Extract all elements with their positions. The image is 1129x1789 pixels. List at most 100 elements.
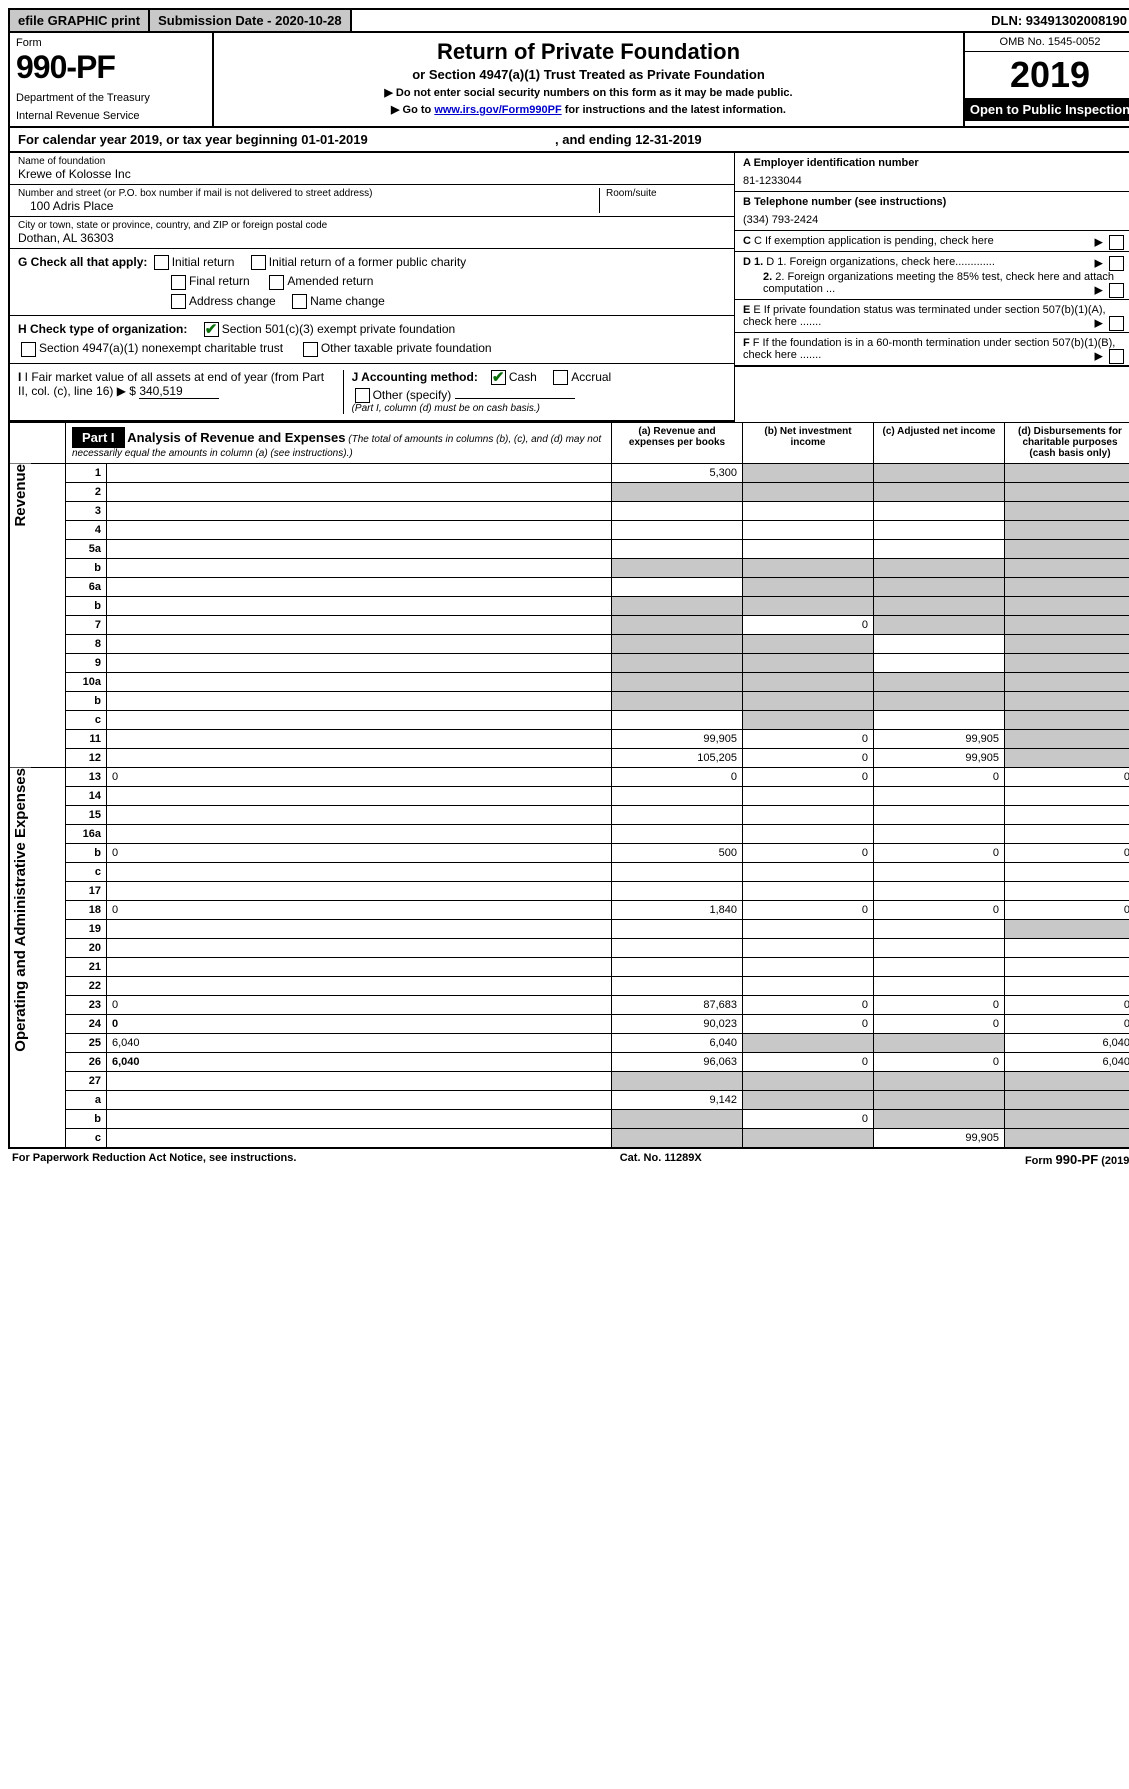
cell-col-a [612, 977, 743, 996]
cell-col-b [743, 578, 874, 597]
chk-other-taxable[interactable] [303, 342, 318, 357]
foundation-name: Krewe of Kolosse Inc [18, 167, 726, 181]
chk-cash[interactable] [491, 370, 506, 385]
cell-col-b [743, 882, 874, 901]
chk-e[interactable] [1109, 316, 1124, 331]
cell-col-a: 105,205 [612, 749, 743, 768]
line-description [107, 730, 612, 749]
cell-col-b: 0 [743, 844, 874, 863]
instruction-1: ▶ Do not enter social security numbers o… [224, 86, 953, 99]
inspection-label: Open to Public Inspection [965, 98, 1129, 121]
chk-address-change[interactable] [171, 294, 186, 309]
cell-col-b: 0 [743, 1110, 874, 1129]
cell-col-b [743, 635, 874, 654]
line-number: 16a [66, 825, 107, 844]
cell-col-b [743, 597, 874, 616]
cell-col-b [743, 673, 874, 692]
cell-col-c: 99,905 [874, 1129, 1005, 1149]
cell-col-a [612, 616, 743, 635]
line-number: 27 [66, 1072, 107, 1091]
cell-col-a: 1,840 [612, 901, 743, 920]
chk-d1[interactable] [1109, 256, 1124, 271]
cell-col-a: 87,683 [612, 996, 743, 1015]
cell-col-d: 0 [1005, 996, 1129, 1015]
cell-col-c [874, 939, 1005, 958]
line-number: 18 [66, 901, 107, 920]
cell-col-c [874, 483, 1005, 502]
cell-col-d [1005, 1110, 1129, 1129]
table-row: 1801,840000 [9, 901, 1129, 920]
line-description [107, 597, 612, 616]
cell-col-a [612, 882, 743, 901]
chk-c[interactable] [1109, 235, 1124, 250]
cell-col-d [1005, 692, 1129, 711]
chk-initial-return[interactable] [154, 255, 169, 270]
table-row: 266,04096,063006,040 [9, 1053, 1129, 1072]
chk-accrual[interactable] [553, 370, 568, 385]
line-number: 20 [66, 939, 107, 958]
chk-initial-former[interactable] [251, 255, 266, 270]
line-number: c [66, 711, 107, 730]
cell-col-b [743, 711, 874, 730]
chk-d2[interactable] [1109, 283, 1124, 298]
calendar-year-row: For calendar year 2019, or tax year begi… [8, 128, 1129, 153]
cell-col-c [874, 673, 1005, 692]
cell-col-c: 0 [874, 996, 1005, 1015]
table-row: 10a [9, 673, 1129, 692]
part-1-label: Part I [72, 427, 125, 448]
cell-col-b [743, 521, 874, 540]
dept-line-1: Department of the Treasury [16, 92, 206, 104]
line-description [107, 673, 612, 692]
cell-col-c: 0 [874, 844, 1005, 863]
cell-col-c [874, 521, 1005, 540]
cell-col-a [612, 597, 743, 616]
line-description [107, 958, 612, 977]
line-description: 6,040 [107, 1053, 612, 1072]
analysis-table: Part I Analysis of Revenue and Expenses … [8, 422, 1129, 1149]
cell-col-a [612, 654, 743, 673]
cell-col-d [1005, 654, 1129, 673]
col-c-header: (c) Adjusted net income [874, 423, 1005, 464]
cell-col-c [874, 616, 1005, 635]
chk-501c3[interactable] [204, 322, 219, 337]
cell-col-a [612, 483, 743, 502]
c-row: C C If exemption application is pending,… [735, 231, 1129, 252]
street-address: 100 Adris Place [18, 199, 599, 213]
address-row: Number and street (or P.O. box number if… [10, 185, 734, 217]
chk-amended-return[interactable] [269, 275, 284, 290]
table-row: b [9, 692, 1129, 711]
cell-col-a: 5,300 [612, 464, 743, 483]
table-row: 1199,905099,905 [9, 730, 1129, 749]
line-number: 7 [66, 616, 107, 635]
cell-col-d [1005, 730, 1129, 749]
line-description [107, 1091, 612, 1110]
line-description [107, 654, 612, 673]
phone-value: (334) 793-2424 [743, 214, 1127, 226]
cell-col-a [612, 958, 743, 977]
line-number: 19 [66, 920, 107, 939]
cell-col-b [743, 1034, 874, 1053]
cell-col-c [874, 1110, 1005, 1129]
table-row: 21 [9, 958, 1129, 977]
chk-other-method[interactable] [355, 388, 370, 403]
chk-final-return[interactable] [171, 275, 186, 290]
chk-4947a1[interactable] [21, 342, 36, 357]
submission-date: Submission Date - 2020-10-28 [150, 10, 352, 31]
cell-col-d [1005, 635, 1129, 654]
cell-col-c [874, 806, 1005, 825]
table-row: Operating and Administrative Expenses130… [9, 768, 1129, 787]
line-number: b [66, 597, 107, 616]
org-info-grid: Name of foundation Krewe of Kolosse Inc … [8, 153, 1129, 422]
fmv-value: 340,519 [139, 384, 219, 399]
footer-right: Form 990-PF (2019) [1025, 1152, 1129, 1167]
cell-col-b [743, 692, 874, 711]
irs-link[interactable]: www.irs.gov/Form990PF [434, 104, 561, 116]
chk-f[interactable] [1109, 349, 1124, 364]
line-description [107, 635, 612, 654]
table-row: 24090,023000 [9, 1015, 1129, 1034]
line-number: 10a [66, 673, 107, 692]
chk-name-change[interactable] [292, 294, 307, 309]
section-g: G Check all that apply: Initial return I… [10, 249, 734, 316]
table-row: b [9, 597, 1129, 616]
cell-col-d [1005, 920, 1129, 939]
